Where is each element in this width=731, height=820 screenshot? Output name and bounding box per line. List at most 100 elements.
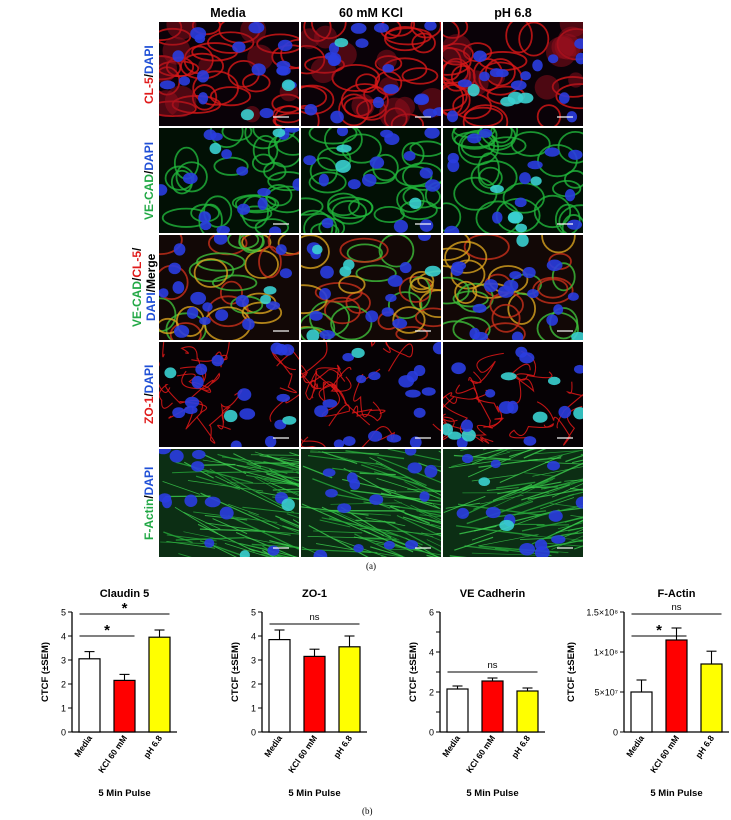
row-label-part: /	[130, 277, 144, 281]
chart-claudin-5: Claudin 5 0 1 2 3 4 5 CTCF (±SEM) Media KCl 60 mM…	[0, 580, 185, 802]
bar	[268, 638, 291, 733]
row-label-part: /	[142, 494, 156, 499]
row-label-part: CL-5	[130, 250, 144, 278]
y-tick-label: 4	[429, 648, 434, 658]
bar	[113, 679, 136, 733]
category-label: Media	[262, 733, 284, 759]
y-tick-label: 1×10⁸	[594, 648, 618, 658]
category-label: KCl 60 mM	[648, 733, 681, 774]
column-header-ph: pH 6.8	[494, 6, 532, 20]
y-tick-label: 5×10⁷	[594, 688, 618, 698]
micrograph-tile	[159, 235, 299, 340]
category-label: KCl 60 mM	[286, 733, 319, 774]
micrograph-tile	[301, 22, 441, 126]
row-label-part: DAPI	[142, 466, 156, 495]
bar	[78, 658, 101, 733]
bar-chart-svg: Claudin 5 0 1 2 3 4 5 CTCF (±SEM) Media KCl 60 mM…	[40, 588, 177, 799]
micrograph-tile	[159, 22, 299, 126]
bar-chart-svg: VE Cadherin 0 2 4 6 CTCF (±SEM) Media KCl 60 mM…	[408, 588, 545, 799]
x-axis-label: 5 Min Pulse	[650, 788, 702, 799]
category-label: pH 6.8	[693, 733, 716, 760]
y-tick-label: 2	[429, 688, 434, 698]
bar	[303, 655, 326, 733]
chart-title: F-Actin	[658, 588, 696, 600]
category-label: Media	[72, 733, 94, 759]
column-header-kcl: 60 mM KCl	[339, 6, 403, 20]
significance-marker: ns	[309, 612, 319, 623]
row-label-part: DAPI	[142, 364, 156, 394]
micrograph-tile	[159, 449, 299, 557]
micrograph-tile	[301, 128, 441, 233]
significance-marker: ns	[671, 602, 681, 613]
row-label-cl5: CL-5/DAPI	[142, 45, 156, 104]
bar	[630, 691, 653, 733]
row-label-part: CL-5	[142, 76, 156, 104]
y-tick-label: 0	[613, 728, 618, 738]
y-axis-label: CTCF (±SEM)	[408, 642, 419, 702]
micrograph-tile	[159, 128, 299, 233]
row-label-part: ZO-1	[142, 396, 156, 424]
bar	[665, 639, 688, 733]
significance-marker: *	[104, 622, 110, 639]
micrograph-tile	[443, 128, 583, 233]
row-label-part: DAPI	[142, 44, 156, 74]
y-tick-label: 0	[429, 728, 434, 738]
micrograph-tile	[301, 235, 441, 340]
bar	[446, 688, 469, 733]
category-label: pH 6.8	[509, 733, 532, 760]
micrograph-tile	[443, 449, 583, 557]
x-axis-label: 5 Min Pulse	[98, 788, 150, 799]
bar	[338, 646, 361, 733]
chart-f-actin: F-Actin 0 5×10⁷ 1×10⁸ 1.5×10⁸ CTCF (±SEM) Medi…	[546, 580, 731, 802]
chart-title: Claudin 5	[100, 588, 150, 600]
row-label-merge-line2: DAPI/Merge	[144, 254, 158, 321]
row-label-part: /	[130, 247, 144, 251]
significance-marker: *	[656, 622, 662, 639]
y-axis-label: CTCF (±SEM)	[230, 642, 241, 702]
row-label-merge: VE-CAD/CL-5/	[130, 248, 144, 327]
micrograph-tile	[159, 342, 299, 447]
micrograph-tile	[443, 22, 583, 126]
y-tick-label: 1	[61, 704, 66, 714]
bar	[516, 690, 539, 733]
y-tick-label: 0	[251, 728, 256, 738]
y-tick-label: 4	[61, 632, 66, 642]
micrograph-tile	[301, 342, 441, 447]
y-tick-label: 6	[429, 608, 434, 618]
significance-marker: *	[122, 600, 128, 617]
y-tick-label: 1.5×10⁸	[586, 608, 618, 618]
y-axis-label: CTCF (±SEM)	[40, 642, 51, 702]
chart-title: VE Cadherin	[460, 588, 526, 600]
y-tick-label: 2	[251, 680, 256, 690]
y-tick-label: 4	[251, 632, 256, 642]
y-tick-label: 3	[251, 656, 256, 666]
row-label-part: F-Actin	[142, 498, 156, 540]
row-label-part: /	[142, 393, 156, 397]
bar-chart-svg: ZO-1 0 1 2 3 4 5 CTCF (±SEM) Media KCl 60 mM pH 6.…	[230, 588, 367, 799]
significance-marker: ns	[487, 660, 497, 671]
category-label: pH 6.8	[331, 733, 354, 760]
bar-chart-svg: F-Actin 0 5×10⁷ 1×10⁸ 1.5×10⁸ CTCF (±SEM) Medi…	[566, 588, 729, 799]
y-axis-label: CTCF (±SEM)	[566, 642, 577, 702]
y-tick-label: 5	[251, 608, 256, 618]
panel-label-a: (a)	[366, 561, 376, 571]
category-label: Media	[440, 733, 462, 759]
y-tick-label: 1	[251, 704, 256, 714]
microscopy-image-grid	[159, 22, 585, 557]
category-label: KCl 60 mM	[464, 733, 497, 774]
category-label: pH 6.8	[141, 733, 164, 760]
row-label-part: DAPI	[144, 292, 158, 321]
chart-title: ZO-1	[302, 588, 327, 600]
micrograph-tile	[443, 342, 583, 447]
row-label-part: VE-CAD	[142, 173, 156, 220]
y-tick-label: 5	[61, 608, 66, 618]
y-tick-label: 2	[61, 680, 66, 690]
micrograph-tile	[443, 235, 583, 340]
row-label-part: DAPI	[142, 141, 156, 171]
row-label-part: /Merge	[144, 253, 158, 293]
row-label-factin: F-Actin/DAPI	[142, 466, 156, 539]
column-header-media: Media	[210, 6, 246, 20]
row-label-vecad: VE-CAD/DAPI	[142, 141, 156, 219]
row-label-zo1: ZO-1/DAPI	[142, 365, 156, 424]
y-tick-label: 0	[61, 728, 66, 738]
